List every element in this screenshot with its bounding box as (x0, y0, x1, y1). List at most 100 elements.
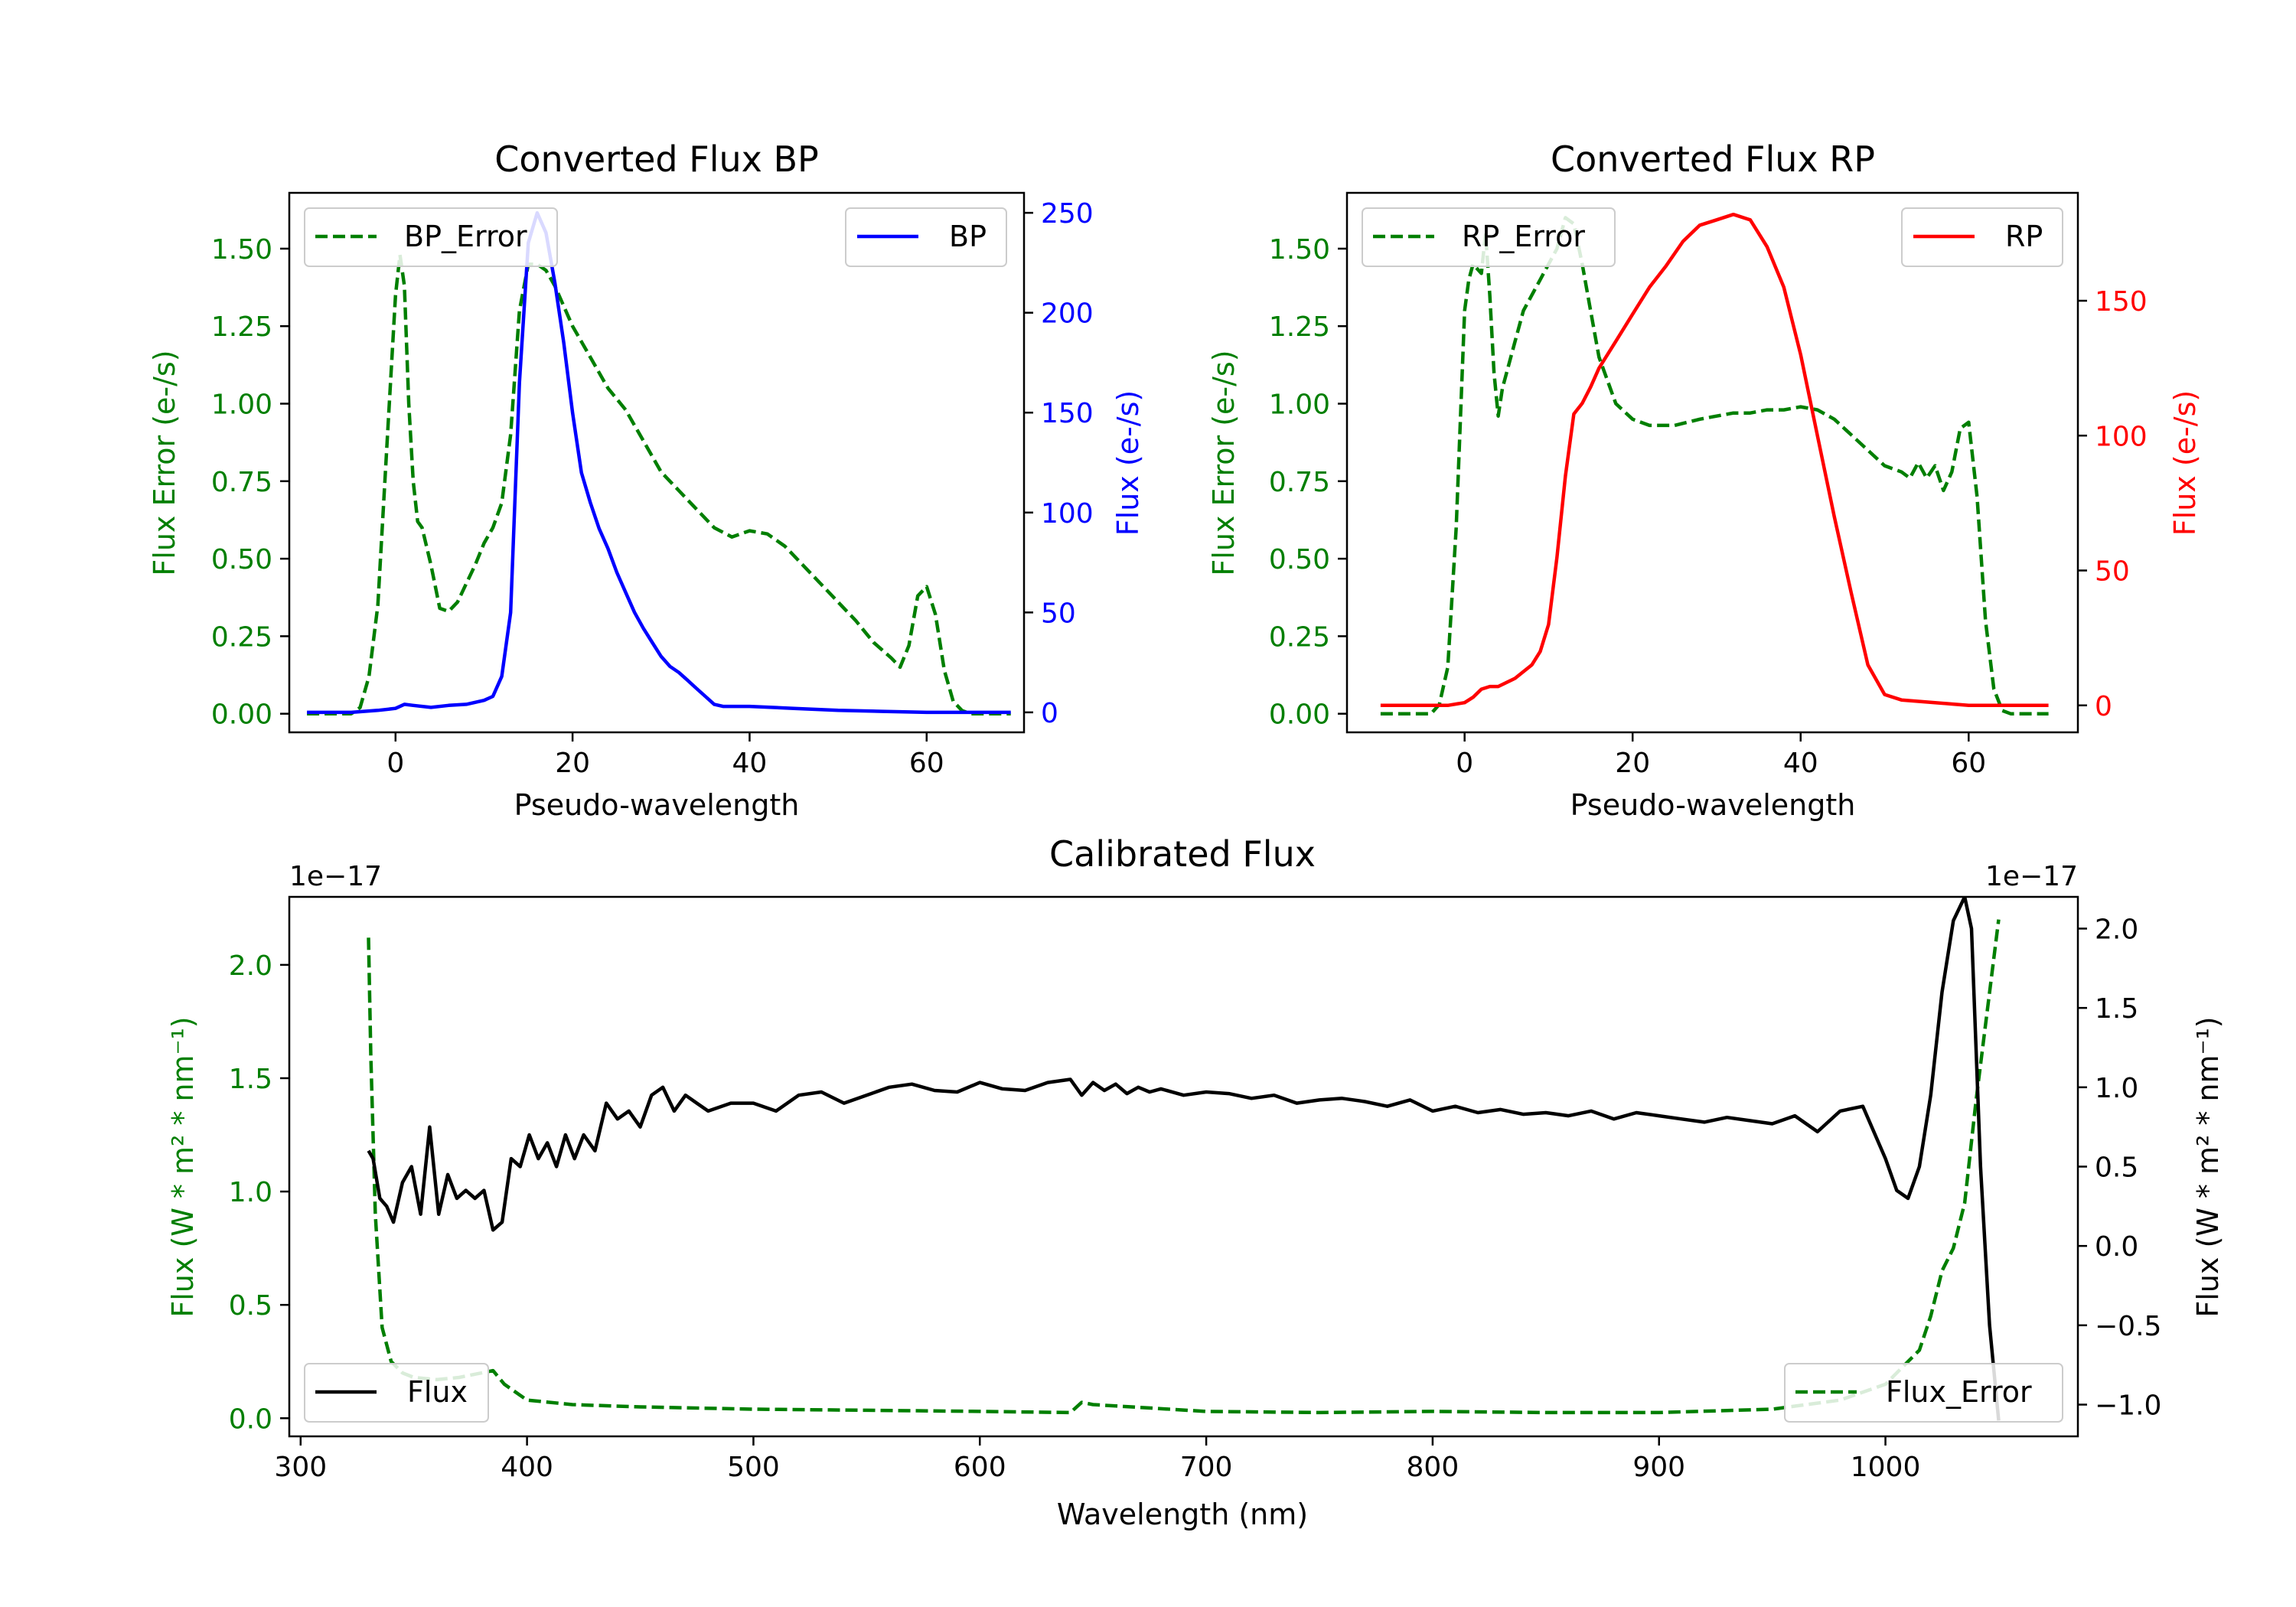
bp-y-left-tick-label: 1.00 (211, 390, 272, 421)
rp-legend-right-label: RP (2005, 220, 2043, 253)
rp-legend-left-box (1362, 207, 1616, 267)
cal-y-right-tick-label: 1.0 (2095, 1073, 2138, 1104)
rp-y-right-tick-label: 0 (2095, 691, 2112, 722)
rp-x-ticks: 0 20 40 60 (1456, 732, 1986, 779)
bp-y-left-tick-label: 0.75 (211, 467, 272, 498)
cal-legend-right-label: Flux_Error (1886, 1375, 2032, 1409)
rp-y-axis-label-right: Flux (e-/s) (2168, 390, 2202, 536)
rp-legend-right: RP (1901, 207, 2063, 267)
cal-y-axis-label-right: Flux (W * m² * nm⁻¹) (2191, 1016, 2225, 1317)
rp-legend-left-label: RP_Error (1462, 220, 1585, 253)
cal-x-tick-label: 600 (954, 1452, 1006, 1483)
bp-y-axis-label-right: Flux (e-/s) (1111, 390, 1145, 536)
cal-chart: Calibrated Flux 300 400 500 600 700 800 900 100… (166, 833, 2225, 1531)
bp-y-right-tick-label: 0 (1041, 698, 1058, 729)
bp-y-left-tick-label: 0.25 (211, 621, 272, 653)
cal-series-layer (367, 897, 2001, 1421)
cal-y-right-tick-label: 1.5 (2095, 993, 2138, 1025)
bp-y-left-tick-label: 0.50 (211, 544, 272, 575)
cal-x-ticks: 300 400 500 600 700 800 900 1000 (274, 1436, 1920, 1483)
rp-y-right-tick-label: 50 (2095, 556, 2130, 588)
rp-y-left-tick-label: 0.25 (1269, 621, 1330, 653)
cal-y-left-tick-label: 0.0 (229, 1403, 272, 1435)
cal-title: Calibrated Flux (1049, 833, 1316, 875)
rp-y-left-tick-label: 1.00 (1269, 390, 1330, 421)
rp-series-rp (1380, 212, 2049, 708)
cal-series-flux (367, 897, 2001, 1421)
cal-x-tick-label: 400 (501, 1452, 553, 1483)
rp-y-right-ticks: 0 50 100 150 (2078, 286, 2148, 722)
bp-y-right-tick-label: 50 (1041, 598, 1076, 629)
bp-y-axis-label-left: Flux Error (e-/s) (148, 350, 181, 575)
cal-legend-left-box (304, 1363, 489, 1423)
bp-legend-right-box (845, 207, 1007, 267)
rp-x-tick-label: 0 (1456, 748, 1473, 779)
rp-x-tick-label: 60 (1951, 748, 1986, 779)
rp-y-left-tick-label: 0.00 (1269, 699, 1330, 731)
cal-x-tick-label: 900 (1632, 1452, 1685, 1483)
bp-y-left-ticks: 0.00 0.25 0.50 0.75 1.00 1.25 1.50 (211, 234, 289, 731)
cal-y-right-tick-label: −1.0 (2095, 1390, 2161, 1422)
rp-title: Converted Flux RP (1551, 139, 1875, 180)
bp-y-left-tick-label: 1.25 (211, 311, 272, 343)
cal-y-left-tick-label: 1.0 (229, 1177, 272, 1208)
cal-x-tick-label: 700 (1180, 1452, 1233, 1483)
bp-y-right-tick-label: 200 (1041, 298, 1094, 330)
bp-legend-right-label: BP (949, 220, 987, 253)
cal-offset-left: 1e−17 (289, 861, 382, 892)
bp-y-right-ticks: 0 50 100 150 200 250 (1024, 198, 1094, 729)
rp-y-left-ticks: 0.00 0.25 0.50 0.75 1.00 1.25 1.50 (1269, 234, 1347, 731)
rp-legend-left: RP_Error (1362, 207, 1616, 267)
rp-y-left-tick-label: 0.50 (1269, 544, 1330, 575)
bp-legend-left: BP_Error (304, 207, 558, 267)
cal-y-left-tick-label: 2.0 (229, 950, 272, 982)
cal-y-right-tick-label: 0.5 (2095, 1152, 2138, 1184)
bp-x-ticks: 0 20 40 60 (386, 732, 944, 779)
rp-y-left-tick-label: 0.75 (1269, 467, 1330, 498)
bp-series-bp-error (307, 253, 1011, 715)
bp-legend-left-box (304, 207, 558, 267)
cal-series-flux-error (367, 919, 2001, 1415)
rp-x-axis-label: Pseudo-wavelength (1570, 788, 1856, 822)
cal-legend-right: Flux_Error (1784, 1363, 2063, 1423)
cal-legend-right-box (1784, 1363, 2063, 1423)
cal-legend-left-label: Flux (407, 1375, 468, 1409)
bp-x-axis-label: Pseudo-wavelength (514, 788, 800, 822)
bp-chart: Converted Flux BP 0 20 40 60 0.000.250.500.… (148, 139, 1145, 822)
rp-legend-right-box (1901, 207, 2063, 267)
cal-y-right-tick-label: 2.0 (2095, 914, 2138, 945)
bp-y-right-tick-label: 100 (1041, 498, 1094, 530)
cal-y-right-tick-label: 0.0 (2095, 1231, 2138, 1263)
bp-plot-frame (288, 191, 1026, 734)
bp-title: Converted Flux BP (494, 139, 819, 180)
cal-offset-right: 1e−17 (1985, 861, 2078, 892)
rp-plot-frame (1345, 191, 2079, 734)
rp-y-axis-label-left: Flux Error (e-/s) (1207, 350, 1241, 575)
rp-x-tick-label: 40 (1783, 748, 1818, 779)
bp-x-tick-label: 40 (732, 748, 768, 779)
cal-y-left-tick-label: 0.5 (229, 1290, 272, 1322)
cal-y-right-tick-label: −0.5 (2095, 1311, 2161, 1342)
rp-y-right-tick-label: 150 (2095, 286, 2148, 318)
bp-y-right-tick-label: 250 (1041, 198, 1094, 230)
bp-series-layer (307, 210, 1011, 715)
cal-x-axis-label: Wavelength (nm) (1057, 1498, 1308, 1531)
rp-x-tick-label: 20 (1615, 748, 1650, 779)
cal-x-tick-label: 1000 (1851, 1452, 1921, 1483)
rp-y-right-tick-label: 100 (2095, 421, 2148, 452)
rp-y-left-tick-label: 1.50 (1269, 234, 1330, 266)
cal-y-left-tick-label: 1.5 (229, 1064, 272, 1095)
bp-x-tick-label: 20 (555, 748, 590, 779)
bp-legend-right: BP (845, 207, 1007, 267)
bp-x-tick-label: 0 (386, 748, 404, 779)
cal-legend-left: Flux (304, 1363, 489, 1423)
rp-chart: Converted Flux RP 0 20 40 60 0.00 0.25 0.50 0.… (1207, 139, 2202, 822)
bp-legend-left-label: BP_Error (404, 220, 527, 253)
cal-y-left-ticks: 0.0 0.5 1.0 1.5 2.0 (229, 950, 289, 1435)
bp-series-bp (307, 210, 1011, 715)
cal-y-right-ticks: −1.0 −0.5 0.0 0.5 1.0 1.5 2.0 (2078, 914, 2161, 1422)
cal-x-tick-label: 300 (274, 1452, 327, 1483)
cal-y-axis-label-left: Flux (W * m² * nm⁻¹) (166, 1016, 200, 1317)
